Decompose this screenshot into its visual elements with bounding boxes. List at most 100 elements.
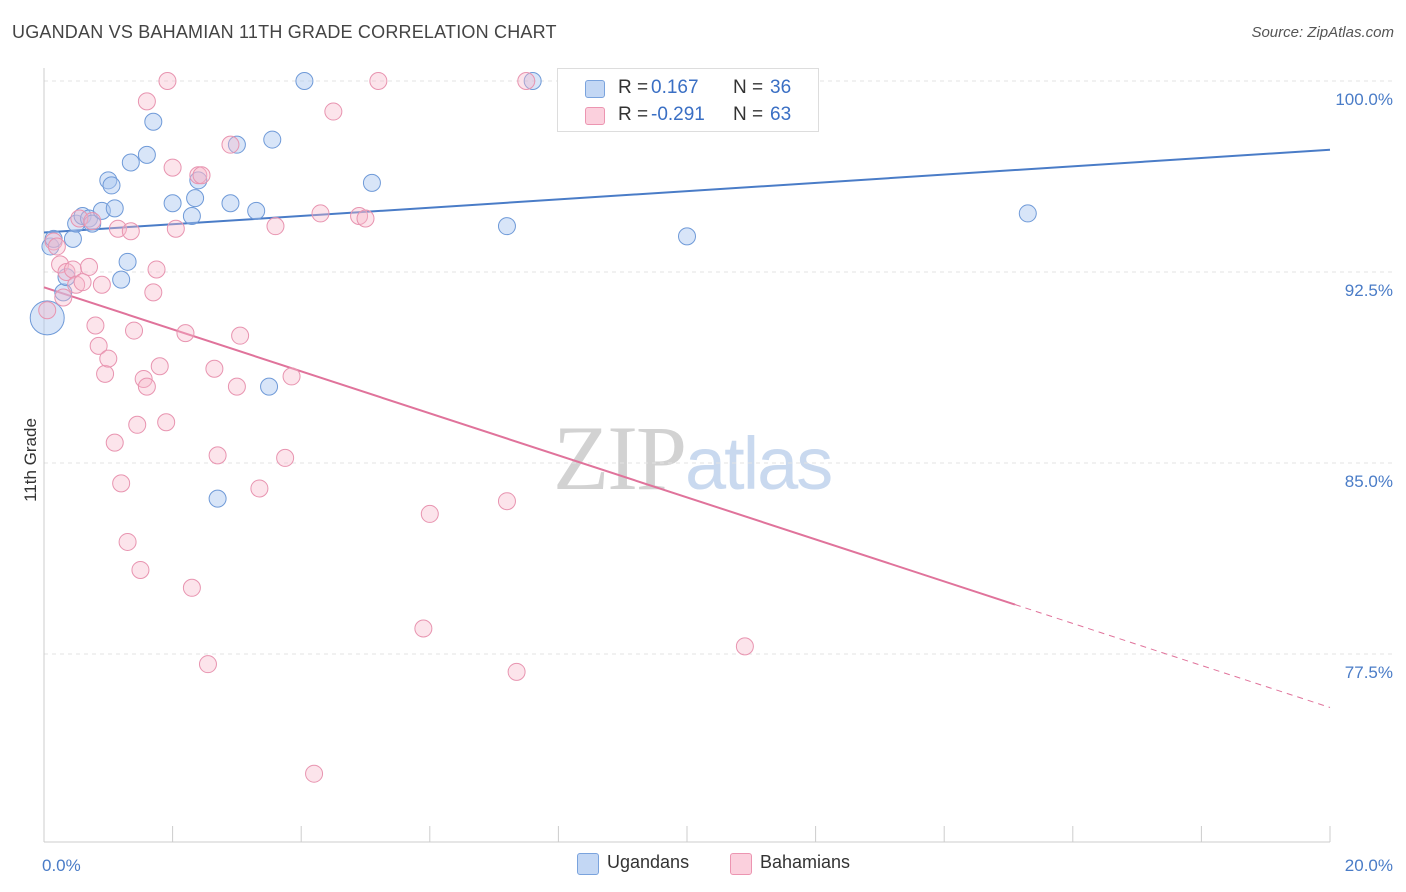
point-bahamians: [144, 283, 163, 302]
point-ugandans: [497, 217, 516, 236]
zipatlas-watermark: ZIPatlas: [553, 405, 833, 511]
point-bahamians: [176, 324, 195, 343]
point-bahamians: [86, 316, 105, 335]
point-bahamians: [121, 222, 140, 241]
legend-r-label: R =: [618, 77, 649, 98]
point-bahamians: [99, 349, 118, 368]
y-tick-label: 92.5%: [1345, 281, 1393, 300]
point-ugandans: [247, 201, 266, 220]
x-tick-label: 0.0%: [42, 856, 81, 875]
point-bahamians: [131, 560, 150, 579]
legend-label-ugandans: Ugandans: [607, 852, 690, 872]
point-bahamians: [125, 321, 144, 340]
y-tick-label: 77.5%: [1345, 663, 1393, 682]
point-bahamians: [137, 377, 156, 396]
point-bahamians: [282, 367, 301, 386]
y-axis-label: 11th Grade: [21, 418, 40, 502]
point-ugandans: [118, 252, 137, 271]
point-ugandans: [102, 176, 121, 195]
point-bahamians: [305, 764, 324, 783]
point-bahamians: [118, 532, 137, 551]
point-ugandans: [263, 130, 282, 149]
point-ugandans: [260, 377, 279, 396]
point-bahamians: [414, 619, 433, 638]
point-ugandans: [1018, 204, 1037, 223]
point-bahamians: [227, 377, 246, 396]
point-bahamians: [311, 204, 330, 223]
point-ugandans: [63, 229, 82, 248]
chart-title: UGANDAN VS BAHAMIAN 11TH GRADE CORRELATI…: [12, 22, 557, 42]
point-ugandans: [105, 199, 124, 218]
point-bahamians: [150, 357, 169, 376]
tick-labels: 77.5% 85.0% 92.5% 100.0% 0.0% 20.0%: [42, 90, 1393, 875]
point-bahamians: [205, 359, 224, 378]
trendline-bahamians: [43, 286, 1016, 606]
point-bahamians: [47, 237, 66, 256]
legend-n-value: 36: [770, 77, 792, 98]
legend-swatch-bahamians: [585, 107, 605, 125]
point-bahamians: [507, 662, 526, 681]
point-bahamians: [163, 158, 182, 177]
point-ugandans: [137, 145, 156, 164]
watermark-zip: ZIP: [553, 407, 687, 509]
point-bahamians: [128, 415, 147, 434]
point-bahamians: [137, 92, 156, 111]
legend-swatch-ugandans: [577, 853, 599, 875]
point-ugandans: [163, 194, 182, 213]
point-ugandans: [182, 206, 201, 225]
axes: [43, 68, 1331, 843]
point-bahamians: [54, 288, 73, 307]
point-ugandans: [678, 227, 696, 246]
data-points: [29, 72, 1037, 783]
point-bahamians: [497, 492, 516, 511]
point-ugandans: [523, 72, 542, 90]
trendline-ugandans: [43, 148, 1331, 234]
y-tick-label: 85.0%: [1345, 472, 1393, 491]
point-bahamians: [182, 578, 201, 597]
point-bahamians: [517, 72, 536, 90]
point-bahamians: [250, 479, 269, 498]
point-bahamians: [735, 637, 754, 656]
legend-r-value: 0.167: [651, 77, 699, 98]
point-bahamians: [276, 448, 295, 467]
point-bahamians: [157, 413, 176, 432]
point-bahamians: [112, 474, 131, 493]
point-bahamians: [266, 217, 285, 236]
point-ugandans: [189, 171, 208, 190]
point-ugandans: [221, 194, 240, 213]
point-ugandans: [112, 270, 131, 289]
source-label: Source: ZipAtlas.com: [1251, 24, 1394, 41]
legend-row-ugandans: R = 0.167 N = 36: [558, 74, 818, 102]
point-bahamians: [63, 260, 82, 279]
point-bahamians: [158, 72, 177, 90]
point-ugandans: [362, 173, 381, 192]
x-tick-label: 20.0%: [1345, 856, 1393, 875]
point-ugandans: [144, 112, 163, 131]
point-bahamians: [356, 209, 375, 228]
point-bahamians: [73, 273, 92, 292]
legend-n-label: N =: [733, 77, 764, 98]
point-ugandans: [208, 489, 227, 508]
point-bahamians: [80, 257, 99, 276]
point-bahamians: [221, 135, 240, 154]
legend-n-value: 63: [770, 104, 792, 125]
point-ugandans: [121, 153, 140, 172]
point-bahamians: [92, 275, 111, 294]
legend-swatch-ugandans: [585, 80, 605, 98]
stats-legend: R = 0.167 N = 36 R = -0.291 N = 63: [557, 68, 819, 132]
point-bahamians: [324, 102, 343, 121]
point-bahamians: [38, 301, 57, 320]
point-bahamians: [96, 364, 115, 383]
legend-r-label: R =: [618, 104, 649, 125]
grid-lines: [44, 80, 1395, 655]
point-ugandans: [227, 135, 246, 154]
point-bahamians: [166, 219, 185, 238]
point-bahamians: [44, 232, 63, 251]
point-bahamians: [83, 212, 102, 231]
legend-swatch-bahamians: [730, 853, 752, 875]
point-bahamians: [369, 72, 388, 90]
point-bahamians: [420, 504, 439, 523]
legend-label-bahamians: Bahamians: [760, 852, 851, 872]
point-bahamians: [192, 166, 211, 185]
